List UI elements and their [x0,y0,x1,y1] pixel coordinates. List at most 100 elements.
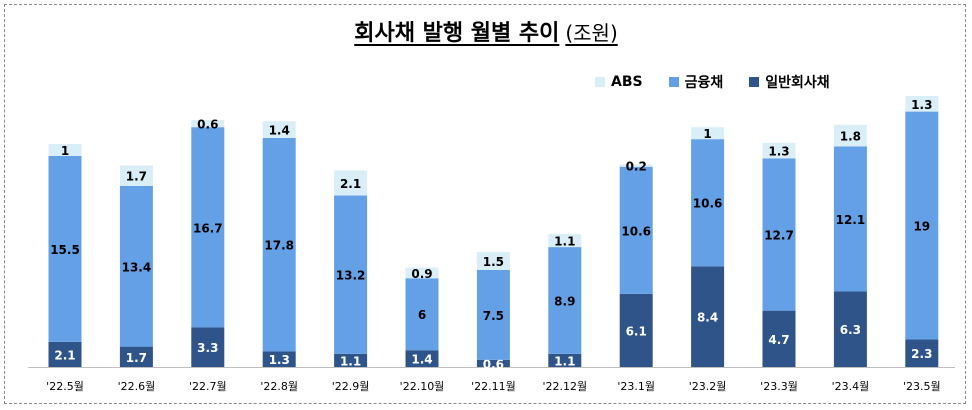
data-label: 1.3 [911,98,932,112]
bar-segment [905,96,939,112]
legend-swatch [595,77,605,87]
data-label: 4.7 [768,333,789,347]
x-tick-label: '22.9월 [332,380,370,393]
bar-segment [191,327,225,367]
data-label: 12.7 [764,228,794,242]
bar-segment [619,293,653,367]
x-tick-label: '22.5월 [46,380,84,393]
bar-segment [691,127,725,140]
x-tick-label: '23.1월 [617,380,655,393]
x-tick-label: '22.11월 [471,380,516,393]
data-label: 1.1 [554,354,575,368]
data-label: 1.7 [126,351,147,365]
data-label: 1.3 [269,353,290,367]
x-tick-label: '22.12월 [542,380,587,393]
bar-segment [548,247,582,354]
legend-swatch [668,77,679,87]
bar-segment [334,170,368,196]
data-label: 1.7 [126,170,147,184]
bar-segment [476,251,510,270]
bar-segment [905,111,939,340]
bar-segment [119,165,153,186]
data-label: 2.1 [54,348,75,362]
data-label: 13.2 [336,269,366,283]
bar-segment [619,164,653,167]
bar-segment [191,119,225,128]
bar-segment [762,142,796,159]
legend-item: ABS [595,74,643,90]
legend-label: 일반회사채 [765,75,830,91]
bar-segment [119,346,153,367]
bar-segment [905,339,939,367]
data-label: 13.4 [122,260,152,274]
bar-segment [262,121,296,138]
x-tick-label: '23.5월 [903,380,941,393]
data-label: 1 [703,127,711,141]
legend-item: 일반회사채 [749,72,830,92]
data-label: 8.9 [554,294,575,308]
data-label: 2.1 [340,177,361,191]
bar-segment [405,267,439,279]
bar-segment [691,266,725,367]
bar-segment [476,359,510,367]
bar-segment [334,195,368,354]
data-label: 0.6 [483,357,504,371]
data-label: 2.3 [911,347,932,361]
x-tick-label: '22.8월 [260,380,298,393]
data-label: 1.4 [269,124,290,138]
data-label: 1.1 [554,234,575,248]
data-label: 7.5 [483,309,504,323]
data-label: 12.1 [836,213,866,227]
data-label: 6.3 [840,323,861,337]
bar-segment [262,351,296,367]
bar-segment [48,143,82,156]
data-label: 1.5 [483,255,504,269]
bar-segment [476,269,510,360]
bar-segment [762,158,796,311]
data-label: 10.6 [693,197,723,211]
data-label: 16.7 [193,221,223,235]
data-label: 15.5 [50,243,80,257]
data-label: 17.8 [264,239,294,253]
legend-label: 금융채 [684,75,724,91]
data-label: 1.1 [340,354,361,368]
legend-swatch [749,77,760,87]
bar-segment [191,127,225,328]
data-label: 6.1 [626,324,647,338]
chart-legend: ABS 금융채 일반회사채 [595,71,856,93]
legend-label: ABS [611,74,643,90]
x-tick-label: '23.3월 [760,380,798,393]
x-tick-label: '23.4월 [832,380,870,393]
data-label: 10.6 [621,224,651,238]
bar-segment [691,139,725,267]
data-label: 3.3 [197,341,218,355]
bar-segment [548,233,582,248]
chart-unit: (조원) [565,21,618,45]
data-label: 6 [418,308,426,322]
bar-segment [833,291,867,367]
data-label: 0.2 [626,160,647,174]
x-tick-label: '23.2월 [689,380,727,393]
bar-segment [833,124,867,147]
data-label: 8.4 [697,311,718,325]
chart-title: 회사채 발행 월별 추이 [354,21,560,46]
bar-segment [405,350,439,367]
bar-segment [619,166,653,294]
bar-segment [48,155,82,342]
data-label: 0.9 [411,267,432,281]
data-label: 1.8 [840,130,861,144]
bar-segment [334,353,368,367]
data-label: 1.3 [768,145,789,159]
data-label: 1.4 [411,353,432,367]
bar-segment [119,185,153,347]
bar-segment [833,146,867,292]
bar-segment [405,278,439,351]
bar-segment [48,341,82,367]
data-label: 1 [61,144,69,158]
x-tick-label: '22.10월 [400,380,445,393]
legend-item: 금융채 [668,72,724,92]
chart-title-block: 회사채 발행 월별 추이 (조원) [5,15,967,47]
x-tick-label: '22.6월 [118,380,156,393]
data-label: 0.6 [197,118,218,132]
